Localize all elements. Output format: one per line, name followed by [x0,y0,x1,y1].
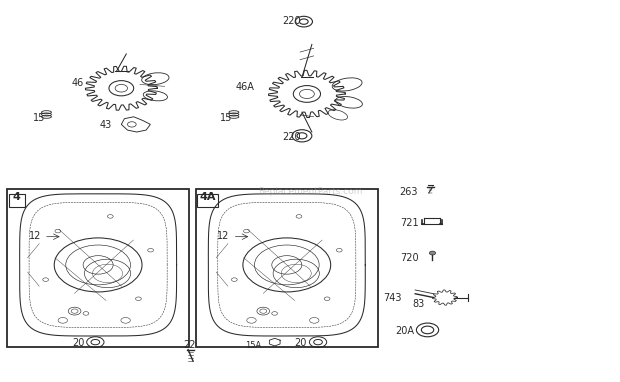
Text: 46A: 46A [236,82,254,92]
FancyBboxPatch shape [9,194,25,207]
Text: 22: 22 [183,340,196,350]
Text: 720: 720 [400,253,419,264]
Text: 12: 12 [29,231,41,241]
Text: 83: 83 [412,299,424,309]
Text: 46: 46 [72,78,84,88]
Text: 4: 4 [13,192,20,202]
Text: 20: 20 [72,338,84,348]
Circle shape [430,251,436,255]
Text: 220: 220 [282,132,301,142]
Text: 220: 220 [282,16,301,26]
Text: 20: 20 [294,338,307,348]
Text: ReplacementParts.com: ReplacementParts.com [258,186,362,196]
Text: 15A: 15A [245,341,261,350]
Text: 721: 721 [400,218,419,228]
Text: 4A: 4A [200,192,216,202]
Text: 15: 15 [33,113,45,123]
Text: 43: 43 [100,120,112,130]
FancyBboxPatch shape [197,194,218,207]
Bar [7,189,189,347]
Bar [195,189,378,347]
Text: 263: 263 [400,187,419,197]
Text: 743: 743 [383,293,402,303]
Text: 20A: 20A [396,326,414,336]
Text: 15: 15 [220,113,232,123]
Text: 12: 12 [217,231,229,241]
